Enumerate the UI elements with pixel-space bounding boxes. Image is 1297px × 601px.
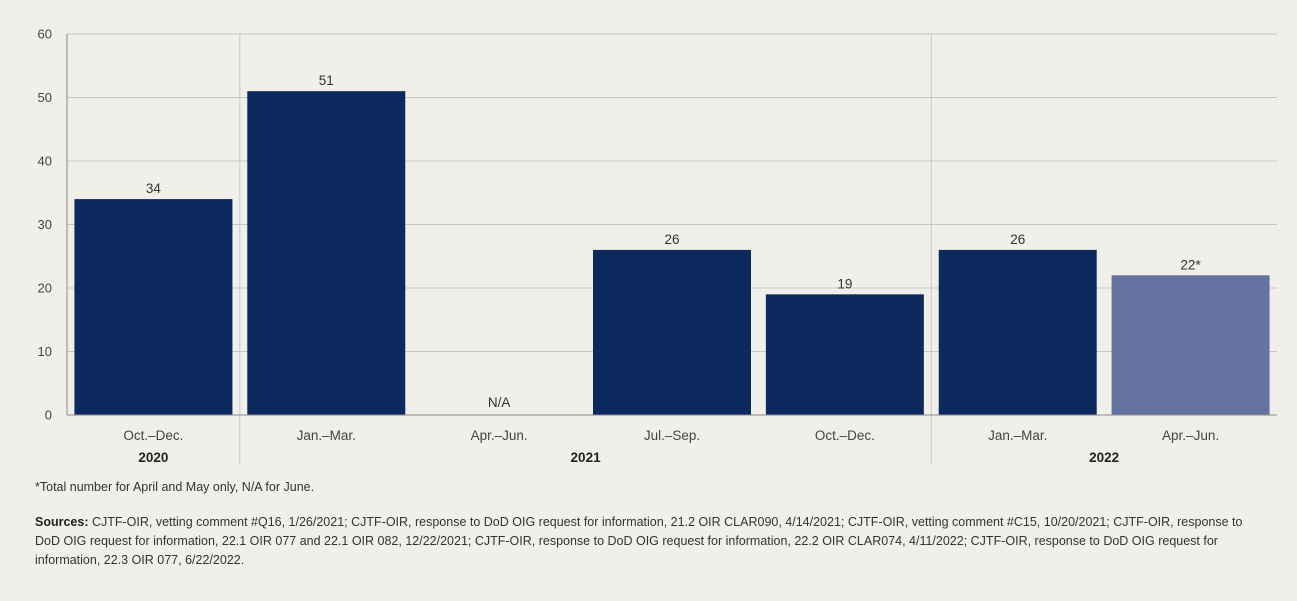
sources-text: CJTF-OIR, vetting comment #Q16, 1/26/202… <box>35 515 1243 567</box>
bar <box>74 199 233 415</box>
x-tick-label: Jul.–Sep. <box>644 428 700 443</box>
data-label: 19 <box>837 276 852 291</box>
x-group-label: 2021 <box>571 450 602 465</box>
sources-label: Sources: <box>35 515 89 529</box>
chart-footnote: *Total number for April and May only, N/… <box>35 480 315 494</box>
y-tick-label: 30 <box>38 217 52 232</box>
data-label: N/A <box>488 395 511 410</box>
x-tick-label: Apr.–Jun. <box>471 428 528 443</box>
bar <box>1111 275 1270 415</box>
x-tick-label: Oct.–Dec. <box>123 428 183 443</box>
y-tick-label: 40 <box>38 154 52 169</box>
data-label: 34 <box>146 181 162 196</box>
data-label: 26 <box>664 232 679 247</box>
data-label: 26 <box>1010 232 1025 247</box>
chart-sources: Sources: CJTF-OIR, vetting comment #Q16,… <box>35 513 1255 570</box>
x-tick-label: Oct.–Dec. <box>815 428 875 443</box>
bar-chart: 0 10 20 30 40 50 60 34 Oct.–Dec. 51 Jan.–Mar. N/A Ap… <box>38 27 1277 465</box>
x-tick-label: Apr.–Jun. <box>1162 428 1219 443</box>
data-label: 51 <box>319 73 334 88</box>
data-label: 22* <box>1180 257 1201 272</box>
bar <box>765 294 924 415</box>
bar <box>938 249 1097 415</box>
y-tick-label: 60 <box>38 27 52 42</box>
bar <box>247 91 406 416</box>
y-tick-label: 0 <box>45 408 52 423</box>
bar <box>593 249 751 415</box>
x-tick-label: Jan.–Mar. <box>297 428 356 443</box>
y-tick-label: 10 <box>38 344 52 359</box>
x-group-label: 2020 <box>138 450 168 465</box>
y-tick-label: 20 <box>38 281 52 296</box>
y-tick-label: 50 <box>38 90 52 105</box>
x-tick-label: Jan.–Mar. <box>988 428 1047 443</box>
x-group-label: 2022 <box>1089 450 1119 465</box>
